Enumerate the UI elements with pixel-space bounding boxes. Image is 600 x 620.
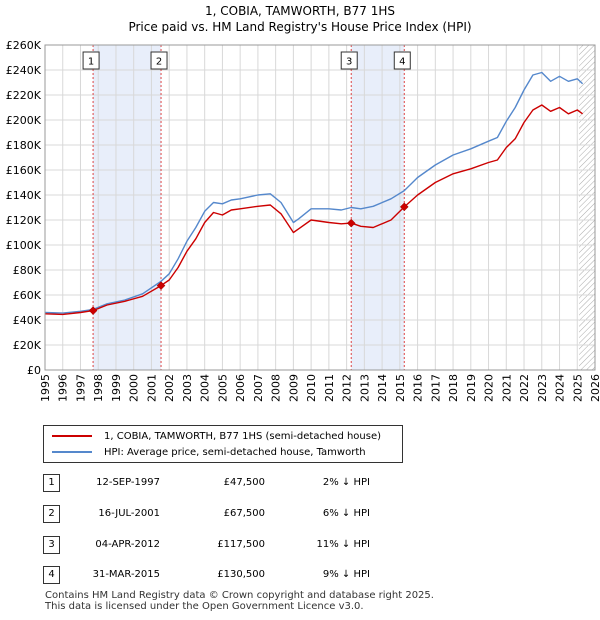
x-tick-label: 1996 <box>57 374 70 402</box>
x-tick-label: 2024 <box>554 374 567 402</box>
plot-frame <box>44 44 596 371</box>
transaction-hpi: 9% ↓ HPI <box>322 569 370 580</box>
transaction-date: 12-SEP-1997 <box>96 477 160 488</box>
x-tick-label: 2017 <box>429 374 442 402</box>
x-tick-label: 1995 <box>39 374 52 402</box>
x-tick-label: 1999 <box>110 374 123 402</box>
transaction-date: 04-APR-2012 <box>95 539 160 550</box>
transaction-row: 1 12-SEP-1997 £47,500 2% ↓ HPI <box>0 474 600 494</box>
sale-number-label: 2 <box>156 57 162 68</box>
x-tick-label: 2011 <box>323 374 336 402</box>
x-tick-label: 2016 <box>412 374 425 402</box>
transaction-number: 1 <box>43 474 60 492</box>
transaction-row: 4 31-MAR-2015 £130,500 9% ↓ HPI <box>0 566 600 586</box>
y-tick-label: £200K <box>6 114 42 127</box>
transaction-hpi: 11% ↓ HPI <box>316 539 370 550</box>
transaction-price: £67,500 <box>223 508 265 519</box>
transaction-number: 3 <box>43 536 60 554</box>
x-tick-label: 2008 <box>270 374 283 402</box>
x-tick-label: 2025 <box>571 374 584 402</box>
x-tick-label: 2020 <box>483 374 496 402</box>
transaction-price: £117,500 <box>217 539 265 550</box>
legend-swatch-hpi <box>52 451 92 453</box>
x-tick-label: 2022 <box>518 374 531 402</box>
y-tick-label: £160K <box>6 164 42 177</box>
y-tick-label: £140K <box>6 189 42 202</box>
sale-number-label: 1 <box>88 57 94 68</box>
x-tick-label: 2007 <box>252 374 265 402</box>
legend-item-property: 1, COBIA, TAMWORTH, B77 1HS (semi-detach… <box>52 428 381 444</box>
legend-swatch-property <box>52 435 92 437</box>
chart-subtitle: Price paid vs. HM Land Registry's House … <box>128 20 472 34</box>
footer-license: This data is licensed under the Open Gov… <box>45 601 364 612</box>
y-tick-label: £240K <box>6 64 42 77</box>
forecast-hatch <box>579 45 595 370</box>
x-tick-label: 2018 <box>447 374 460 402</box>
transaction-date: 31-MAR-2015 <box>92 569 160 580</box>
x-tick-label: 2003 <box>181 374 194 402</box>
x-tick-label: 2023 <box>536 374 549 402</box>
legend-label-hpi: HPI: Average price, semi-detached house,… <box>104 446 366 458</box>
x-tick-label: 2006 <box>234 374 247 402</box>
y-tick-label: £180K <box>6 139 42 152</box>
y-tick-label: £260K <box>6 39 42 52</box>
y-tick-label: £220K <box>6 89 42 102</box>
sale-number-box <box>393 51 411 70</box>
x-tick-label: 2012 <box>341 374 354 402</box>
sale-point <box>88 306 98 315</box>
transaction-row: 3 04-APR-2012 £117,500 11% ↓ HPI <box>0 536 600 556</box>
sale-number-box <box>82 51 100 70</box>
footer-copyright: Contains HM Land Registry data © Crown c… <box>45 590 434 601</box>
x-tick-label: 1997 <box>74 374 87 402</box>
x-tick-label: 2014 <box>376 374 389 402</box>
transaction-hpi: 2% ↓ HPI <box>322 477 370 488</box>
x-tick-label: 2013 <box>358 374 371 402</box>
sale-point <box>399 202 409 212</box>
x-tick-label: 2001 <box>145 374 158 402</box>
y-tick-label: £100K <box>6 239 42 252</box>
chart-title: 1, COBIA, TAMWORTH, B77 1HS <box>204 4 395 18</box>
y-tick-label: £60K <box>13 289 42 302</box>
price-chart: 1 2 3 4 £0 £20K £40K £60K £80K £100K £120K £140K £1… <box>6 39 600 402</box>
transaction-price: £130,500 <box>217 569 265 580</box>
transaction-price: £47,500 <box>223 477 265 488</box>
transaction-row: 2 16-JUL-2001 £67,500 6% ↓ HPI <box>0 505 600 525</box>
transaction-number: 2 <box>43 505 60 523</box>
sale-number-label: 3 <box>346 57 352 68</box>
y-tick-label: £120K <box>6 214 42 227</box>
x-tick-label: 2004 <box>199 374 212 402</box>
x-tick-label: 2015 <box>394 374 407 402</box>
y-tick-label: £0 <box>27 364 41 377</box>
sale-number-box <box>340 51 358 70</box>
x-tick-label: 2002 <box>163 374 176 402</box>
shaded-period <box>93 45 162 370</box>
transaction-date: 16-JUL-2001 <box>98 508 160 519</box>
hpi-line <box>44 71 584 314</box>
sale-number-box <box>150 51 168 70</box>
sale-point <box>346 218 356 228</box>
transaction-number: 4 <box>43 566 60 584</box>
x-tick-label: 2021 <box>500 374 513 402</box>
x-tick-label: 2010 <box>305 374 318 402</box>
x-tick-label: 1998 <box>92 374 105 402</box>
x-tick-label: 2005 <box>216 374 229 402</box>
y-tick-label: £80K <box>13 264 42 277</box>
legend-label-property: 1, COBIA, TAMWORTH, B77 1HS (semi-detach… <box>104 430 382 442</box>
y-tick-label: £20K <box>13 339 42 352</box>
shaded-period <box>351 45 405 370</box>
x-tick-label: 2019 <box>465 374 478 402</box>
property-price-line <box>44 104 584 316</box>
sale-number-label: 4 <box>399 57 405 68</box>
x-tick-label: 2026 <box>589 374 600 402</box>
x-tick-label: 2000 <box>128 374 141 402</box>
y-tick-label: £40K <box>13 314 42 327</box>
chart-legend: 1, COBIA, TAMWORTH, B77 1HS (semi-detach… <box>43 425 403 463</box>
transaction-hpi: 6% ↓ HPI <box>322 508 370 519</box>
sale-point <box>156 281 166 290</box>
legend-item-hpi: HPI: Average price, semi-detached house,… <box>52 444 366 460</box>
x-tick-label: 2009 <box>287 374 300 402</box>
